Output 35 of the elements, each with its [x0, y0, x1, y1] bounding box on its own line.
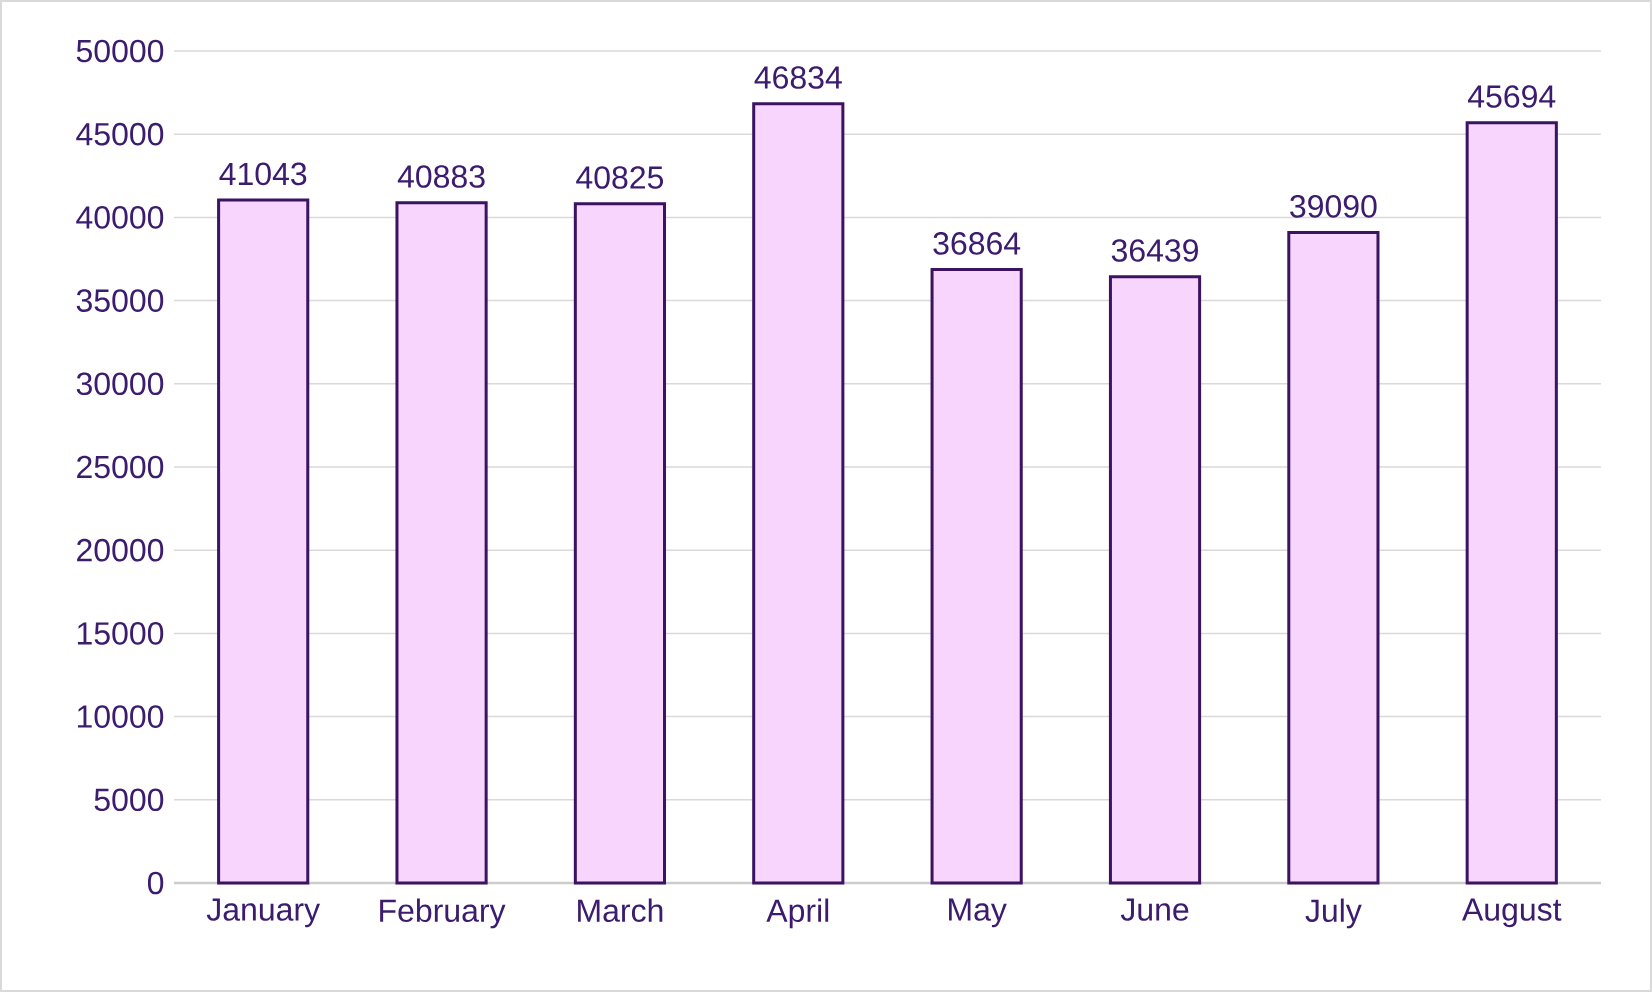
x-tick-label: June	[1120, 898, 1189, 921]
bar	[752, 102, 845, 885]
x-tick-label: July	[1305, 898, 1362, 929]
bar	[1108, 275, 1202, 885]
data-label: 45694	[1467, 85, 1556, 108]
data-label: 36439	[1111, 239, 1198, 262]
data-label: 39090	[1290, 195, 1377, 218]
x-tick-label: January	[206, 898, 321, 928]
bar	[217, 198, 310, 885]
data-label: 40883	[397, 165, 485, 188]
y-tick-label: 30000	[76, 372, 164, 396]
bar	[573, 202, 667, 885]
data-label: 40825	[576, 166, 664, 189]
bar	[930, 268, 1023, 885]
y-tick-label: 50000	[76, 39, 164, 63]
x-tick-label: April	[766, 898, 829, 929]
y-tick-label: 15000	[77, 622, 164, 645]
y-tick-label: 45000	[76, 122, 164, 146]
y-tick-label: 0	[147, 871, 164, 895]
x-tick-label: May	[949, 898, 1007, 928]
y-tick-label: 5000	[94, 788, 164, 812]
y-tick-label: 25000	[77, 455, 164, 479]
x-tick-label: February	[380, 898, 506, 929]
x-tick-label: August	[1462, 898, 1562, 928]
y-tick-label: 10000	[77, 705, 164, 728]
data-label: 41043	[219, 162, 307, 186]
y-tick-label: 40000	[76, 206, 164, 229]
data-label: 46834	[754, 66, 842, 89]
x-tick-label: March	[578, 898, 663, 923]
bar	[1465, 121, 1558, 885]
y-tick-label: 20000	[77, 538, 164, 562]
y-tick-label: 35000	[76, 289, 164, 312]
data-label: 36864	[933, 232, 1021, 255]
bar	[395, 201, 488, 885]
bar	[1287, 231, 1380, 885]
